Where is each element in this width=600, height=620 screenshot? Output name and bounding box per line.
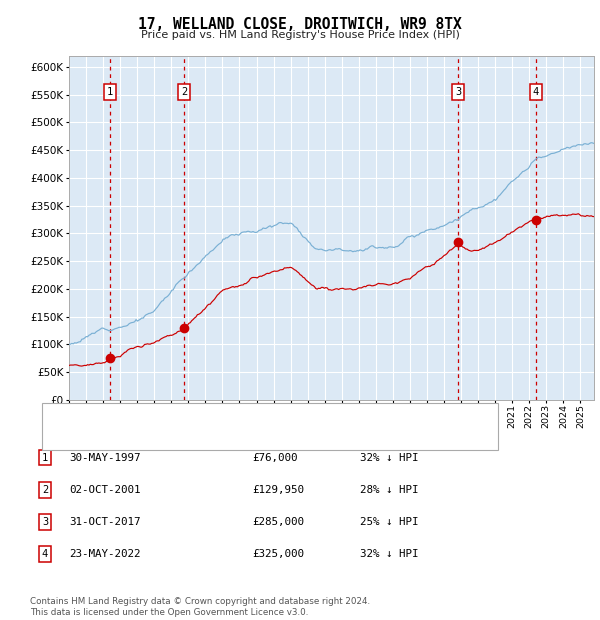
Text: £285,000: £285,000 [252,517,304,527]
Text: 32% ↓ HPI: 32% ↓ HPI [360,453,419,463]
Text: Price paid vs. HM Land Registry's House Price Index (HPI): Price paid vs. HM Land Registry's House … [140,30,460,40]
Text: 02-OCT-2001: 02-OCT-2001 [69,485,140,495]
Text: 31-OCT-2017: 31-OCT-2017 [69,517,140,527]
Text: 23-MAY-2022: 23-MAY-2022 [69,549,140,559]
Text: 28% ↓ HPI: 28% ↓ HPI [360,485,419,495]
Text: HPI: Average price, detached house, Wychavon: HPI: Average price, detached house, Wych… [79,431,343,441]
Text: 2: 2 [42,485,48,495]
Text: £129,950: £129,950 [252,485,304,495]
Text: £325,000: £325,000 [252,549,304,559]
Text: 32% ↓ HPI: 32% ↓ HPI [360,549,419,559]
Text: 3: 3 [42,517,48,527]
Text: 4: 4 [42,549,48,559]
Text: 4: 4 [533,87,539,97]
Text: Contains HM Land Registry data © Crown copyright and database right 2024.
This d: Contains HM Land Registry data © Crown c… [30,598,370,617]
Text: 30-MAY-1997: 30-MAY-1997 [69,453,140,463]
Text: 2: 2 [181,87,187,97]
Text: £76,000: £76,000 [252,453,298,463]
Text: 17, WELLAND CLOSE, DROITWICH, WR9 8TX (detached house): 17, WELLAND CLOSE, DROITWICH, WR9 8TX (d… [79,412,403,422]
Text: 25% ↓ HPI: 25% ↓ HPI [360,517,419,527]
Text: 1: 1 [42,453,48,463]
Text: 1: 1 [107,87,113,97]
Text: 3: 3 [455,87,461,97]
Text: 17, WELLAND CLOSE, DROITWICH, WR9 8TX: 17, WELLAND CLOSE, DROITWICH, WR9 8TX [138,17,462,32]
